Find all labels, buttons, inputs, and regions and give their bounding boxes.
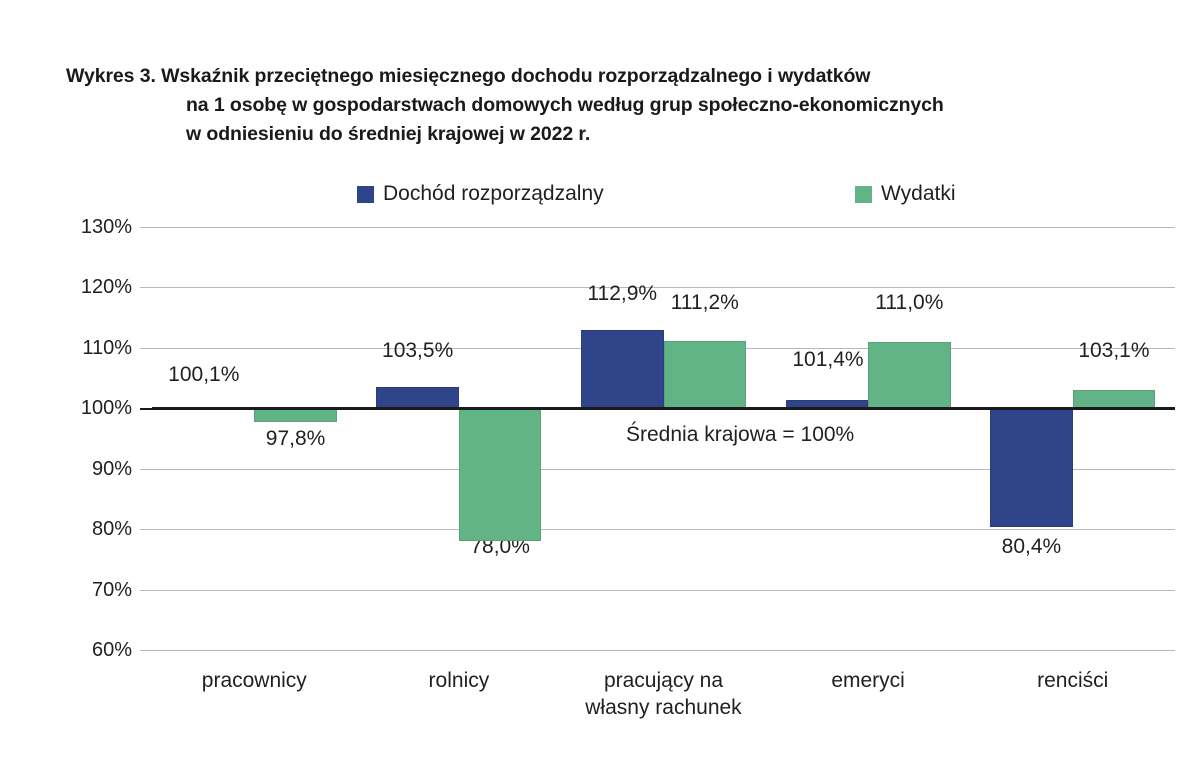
plot-area bbox=[152, 227, 1175, 651]
data-label: 101,4% bbox=[792, 348, 864, 371]
data-label: 111,2% bbox=[670, 291, 739, 314]
x-axis-category-label-line: rolnicy bbox=[428, 669, 490, 692]
bar-income[interactable] bbox=[990, 408, 1073, 527]
legend-label-income: Dochód rozporządzalny bbox=[383, 182, 604, 205]
bar-expense[interactable] bbox=[663, 340, 746, 409]
y-axis-tick-mark bbox=[140, 650, 152, 651]
y-axis-tick-label: 130% bbox=[80, 216, 132, 238]
legend-item-income[interactable]: Dochód rozporządzalny bbox=[357, 182, 604, 206]
x-axis-category-label-line: emeryci bbox=[831, 669, 905, 692]
gridline bbox=[152, 468, 1175, 470]
x-axis-category-label: pracownicy bbox=[152, 667, 357, 694]
gridline bbox=[152, 287, 1175, 289]
chart-title-line-1: Wykres 3. Wskaźnik przeciętnego miesięcz… bbox=[66, 65, 871, 87]
x-axis-category-label: emeryci bbox=[766, 667, 971, 694]
y-axis-tick-label: 90% bbox=[91, 457, 132, 480]
legend-label-expense: Wydatki bbox=[881, 182, 956, 205]
y-axis-tick-mark bbox=[140, 468, 152, 470]
y-axis-tick-label: 120% bbox=[80, 276, 132, 299]
x-axis-category-label: pracujący na własny rachunek bbox=[561, 667, 766, 721]
x-axis-category-label: rolnicy bbox=[357, 667, 562, 694]
data-label: 111,0% bbox=[875, 291, 944, 314]
data-label: 112,9% bbox=[587, 282, 658, 305]
data-label: 103,1% bbox=[1078, 339, 1150, 362]
chart-legend: Dochód rozporządzalny Wydatki bbox=[0, 182, 1200, 214]
gridline bbox=[152, 650, 1175, 651]
average-line-annotation: Średnia krajowa = 100% bbox=[626, 423, 855, 446]
x-axis-category-label-line: renciści bbox=[1037, 669, 1109, 692]
data-label: 78,0% bbox=[470, 535, 530, 558]
y-axis-tick-mark bbox=[140, 408, 152, 411]
data-label: 80,4% bbox=[1001, 535, 1062, 558]
bar-income[interactable] bbox=[581, 330, 664, 409]
y-axis-tick-label: 110% bbox=[82, 336, 132, 359]
x-axis-category-label-line: pracownicy bbox=[201, 669, 307, 692]
bar-income[interactable] bbox=[376, 387, 459, 409]
bar-expense[interactable] bbox=[868, 341, 951, 409]
x-axis-category-label-line: własny rachunek bbox=[585, 696, 742, 719]
legend-swatch-income-icon bbox=[357, 185, 374, 203]
y-axis-tick-mark bbox=[140, 227, 152, 228]
y-axis-tick-label: 100% bbox=[80, 397, 132, 420]
gridline bbox=[152, 227, 1175, 228]
data-label: 97,8% bbox=[265, 427, 326, 450]
data-label: 100,1% bbox=[168, 363, 240, 386]
x-axis-category-label-line: pracujący na bbox=[603, 669, 724, 692]
y-axis-tick-mark bbox=[140, 287, 152, 289]
y-axis-tick-mark bbox=[140, 589, 152, 591]
chart-title-line-3: w odniesieniu do średniej krajowej w 202… bbox=[186, 123, 591, 145]
bar-expense[interactable] bbox=[254, 408, 337, 422]
chart-title: Wykres 3. Wskaźnik przeciętnego miesięcz… bbox=[66, 62, 1146, 149]
y-axis-tick-label: 60% bbox=[91, 639, 132, 661]
x-axis-category-label: renciści bbox=[970, 667, 1175, 694]
y-axis-tick-label: 80% bbox=[91, 518, 132, 541]
bar-expense[interactable] bbox=[458, 408, 542, 542]
legend-swatch-expense-icon bbox=[855, 185, 872, 203]
y-axis-tick-mark bbox=[140, 347, 152, 349]
baseline-100-percent bbox=[152, 406, 1175, 410]
gridline bbox=[152, 589, 1175, 591]
bar-expense[interactable] bbox=[1072, 389, 1156, 409]
data-label: 103,5% bbox=[382, 339, 454, 362]
legend-item-expense[interactable]: Wydatki bbox=[855, 182, 956, 206]
y-axis-tick-mark bbox=[140, 529, 152, 531]
gridline bbox=[152, 529, 1175, 531]
y-axis-tick-label: 70% bbox=[91, 578, 132, 601]
chart-title-line-2: na 1 osobę w gospodarstwach domowych wed… bbox=[186, 94, 944, 116]
